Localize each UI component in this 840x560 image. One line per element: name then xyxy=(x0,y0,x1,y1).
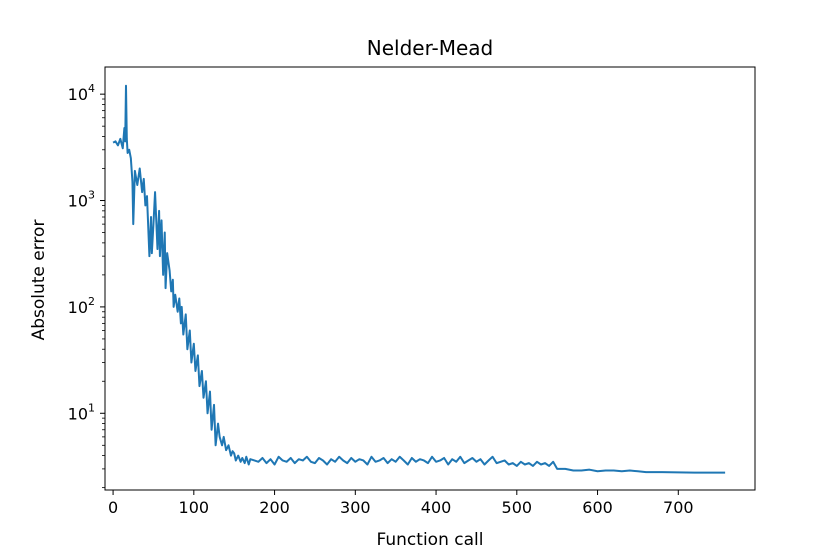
x-axis: 0 100 200 300 400 500 600 700 xyxy=(108,490,694,517)
y-axis-label: Absolute error xyxy=(29,220,49,341)
x-tick-label: 400 xyxy=(421,498,452,517)
y-axis: 101 102 103 104 xyxy=(68,82,105,489)
x-tick-label: 300 xyxy=(340,498,371,517)
x-tick-label: 700 xyxy=(663,498,694,517)
x-tick-label: 600 xyxy=(582,498,613,517)
plot-area xyxy=(112,84,726,474)
plot-frame xyxy=(104,66,756,491)
x-tick-label: 500 xyxy=(502,498,533,517)
x-tick-label: 100 xyxy=(179,498,210,517)
chart-title: Nelder-Mead xyxy=(367,36,494,60)
y-tick-label: 104 xyxy=(68,82,95,104)
x-tick-label: 0 xyxy=(108,498,118,517)
series-line-0 xyxy=(112,84,726,474)
x-tick-label: 200 xyxy=(259,498,290,517)
y-tick-label: 102 xyxy=(68,295,95,317)
x-axis-label: Function call xyxy=(377,530,484,550)
y-tick-label: 103 xyxy=(68,189,95,211)
y-tick-label: 101 xyxy=(68,401,95,423)
